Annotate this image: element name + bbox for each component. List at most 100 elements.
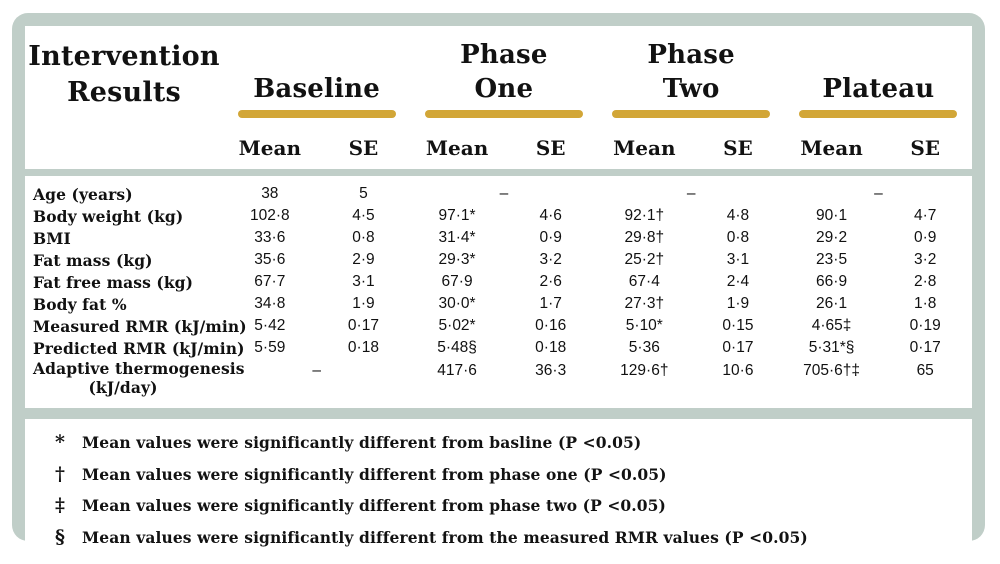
group-label-line2: Plateau	[822, 74, 935, 105]
mean-cell: 31·4*	[438, 229, 476, 246]
se-cell: 0·9	[913, 229, 937, 246]
column-header-mean: Mean	[613, 136, 676, 160]
se-cell: 0·9	[539, 229, 562, 246]
se-cell: 1·9	[726, 295, 750, 312]
page-title-line1: Intervention	[28, 41, 220, 72]
group-label-line2: One	[474, 74, 534, 105]
mean-cell: 129·6†	[620, 362, 669, 379]
mean-cell: 5·48§	[437, 339, 477, 356]
group-label-line1: Phase	[460, 40, 548, 71]
se-cell: 2·4	[726, 273, 750, 290]
se-cell: 2·8	[913, 273, 937, 290]
mean-cell: 5·10*	[625, 317, 663, 334]
se-cell: 36·3	[535, 362, 567, 379]
se-cell: 4·8	[726, 207, 750, 224]
se-cell: 0·17	[722, 339, 754, 356]
mean-cell: 4·65‡	[811, 317, 852, 334]
dash-cell: –	[686, 185, 696, 202]
se-cell: 5	[359, 185, 368, 202]
mean-cell: 92·1†	[624, 207, 665, 224]
column-header-se: SE	[723, 136, 753, 160]
footnotes-panel: * Mean values were significantly differe…	[25, 419, 972, 557]
column-header-mean: Mean	[238, 136, 301, 160]
se-cell: 3·2	[539, 251, 562, 268]
se-cell: 3·1	[352, 273, 375, 290]
double-dagger-symbol: ‡	[55, 494, 65, 516]
mean-cell: 25·2†	[624, 251, 665, 268]
se-cell: 1·8	[913, 295, 937, 312]
table-row-body-weight: Body weight (kg) 102·8 4·5 97·1* 4·6 92·…	[25, 205, 972, 227]
group-header-baseline: Baseline	[223, 26, 410, 118]
page-title-line2: Results	[67, 77, 181, 109]
row-label: Adaptive thermogenesis (kJ/day)	[25, 359, 245, 408]
row-label: Fat mass (kg)	[33, 250, 153, 270]
footnote-measured-rmr: § Mean values were significantly differe…	[55, 526, 962, 548]
page-title: Intervention Results	[25, 26, 223, 171]
se-cell: 3·1	[726, 251, 750, 268]
mean-cell: 67·4	[628, 273, 660, 290]
column-header-se: SE	[348, 136, 379, 160]
row-label: Measured RMR (kJ/min)	[33, 316, 247, 336]
mean-cell: 35·6	[254, 251, 286, 268]
column-header-mean: Mean	[800, 136, 863, 160]
gold-underline	[799, 110, 958, 118]
se-cell: 2·9	[352, 251, 375, 268]
dagger-symbol: †	[55, 462, 65, 485]
se-cell: 0·19	[909, 317, 941, 334]
mean-cell: 417·6	[437, 362, 477, 379]
row-label: BMI	[33, 228, 71, 248]
mean-cell: 102·8	[249, 207, 290, 224]
se-cell: 10·6	[722, 362, 754, 379]
se-cell: 0·8	[352, 229, 375, 246]
mean-cell: 97·1*	[438, 207, 476, 224]
mean-cell: 27·3†	[624, 295, 665, 312]
mean-cell: 705·6†‡	[803, 362, 860, 379]
se-cell: 2·6	[539, 273, 562, 290]
table-row-body-fat: Body fat % 34·8 1·9 30·0* 1·7 27·3† 1·9 …	[25, 293, 972, 315]
mean-cell: 30·0*	[438, 295, 476, 312]
group-label-line2: Two	[662, 74, 720, 105]
group-label-line2: Baseline	[253, 74, 381, 105]
mean-cell: 29·3*	[438, 251, 476, 268]
table-row-age: Age (years) 38 5 – – –	[25, 183, 972, 205]
mean-cell: 67·7	[254, 273, 286, 290]
group-header-plateau: Plateau	[785, 26, 972, 118]
gold-underline	[237, 110, 396, 118]
mean-cell: 29·8†	[624, 229, 665, 246]
mean-cell: 5·59	[254, 339, 286, 356]
header-table: Intervention Results Baseline Phase One	[25, 26, 972, 171]
gold-underline	[612, 110, 771, 118]
row-label-line1: Adaptive thermogenesis	[33, 359, 245, 378]
results-table: Age (years) 38 5 – – – Body weight (kg) …	[25, 183, 972, 408]
group-header-phase-two: Phase Two	[598, 26, 785, 118]
se-cell: 1·9	[352, 295, 375, 312]
gold-underline	[424, 110, 583, 118]
mean-cell: 90·1	[816, 207, 848, 224]
dash-cell: –	[312, 362, 321, 379]
row-label: Fat free mass (kg)	[33, 272, 194, 292]
dash-cell: –	[874, 185, 883, 202]
footnote-phase-two: ‡ Mean values were significantly differe…	[55, 494, 962, 516]
group-label-line1: Phase	[647, 40, 735, 71]
column-header-se: SE	[535, 136, 566, 160]
mean-cell: 67·9	[441, 273, 473, 290]
se-cell: 0·15	[722, 317, 754, 334]
results-card-frame: Intervention Results Baseline Phase One	[12, 13, 985, 557]
se-cell: 0·17	[909, 339, 941, 356]
se-cell: 3·2	[913, 251, 937, 268]
header-panel: Intervention Results Baseline Phase One	[25, 26, 972, 169]
se-cell: 4·7	[913, 207, 937, 224]
se-cell: 4·5	[352, 207, 375, 224]
mean-cell: 33·6	[254, 229, 286, 246]
se-cell: 4·6	[539, 207, 562, 224]
se-cell: 0·8	[726, 229, 750, 246]
table-row-measured-rmr: Measured RMR (kJ/min) 5·42 0·17 5·02* 0·…	[25, 315, 972, 337]
footnote-text: Mean values were significantly different…	[82, 433, 642, 452]
group-header-phase-one: Phase One	[410, 26, 597, 118]
results-body-panel: Age (years) 38 5 – – – Body weight (kg) …	[25, 176, 972, 408]
footnote-text: Mean values were significantly different…	[82, 464, 667, 484]
se-cell: 0·16	[535, 317, 567, 334]
se-cell: 65	[916, 362, 934, 379]
footnote-phase-one: † Mean values were significantly differe…	[55, 463, 962, 485]
mean-cell: 5·31*§	[808, 339, 855, 356]
